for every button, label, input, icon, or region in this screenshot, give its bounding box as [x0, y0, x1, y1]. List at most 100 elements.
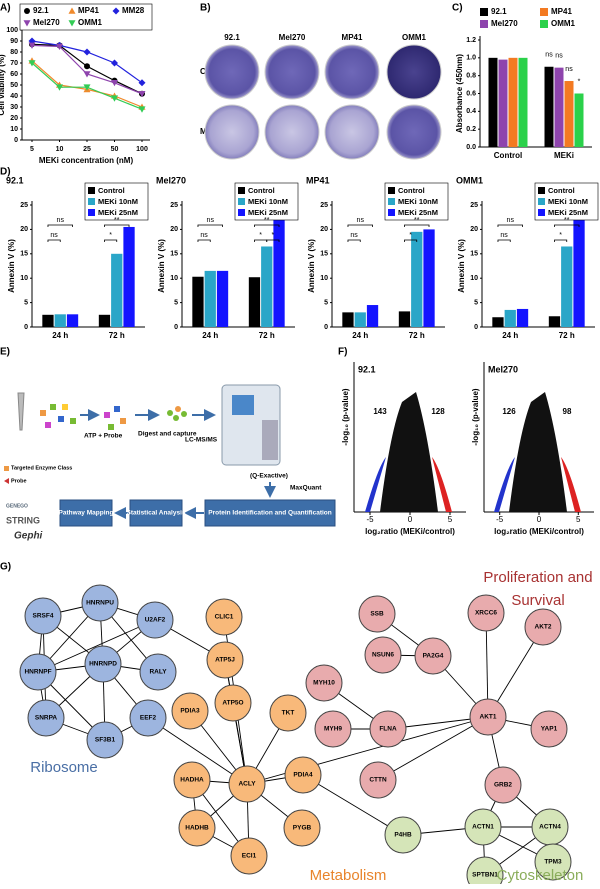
y-tick-label: 25: [320, 202, 328, 209]
legend-label: MP41: [78, 6, 99, 15]
workflow-art: [4, 384, 336, 527]
y-tick-label: 70: [10, 60, 18, 67]
node-label: ATP5O: [222, 700, 243, 707]
bar: [516, 308, 529, 327]
node-label: CLIC1: [215, 614, 234, 621]
legend-label: MEKi 10nM: [548, 197, 588, 206]
x-tick-label: 5: [576, 515, 581, 524]
legend-swatch: [540, 20, 548, 28]
column-label: OMM1: [402, 33, 427, 42]
bar: [261, 246, 273, 327]
node-label: SF3B1: [95, 737, 116, 744]
legend-box: [384, 182, 449, 221]
legend-label: MEKi 25nM: [248, 208, 288, 217]
count-label: 98: [563, 407, 572, 416]
legend-label: MEKi 25nM: [98, 208, 138, 217]
significance-label: ns: [357, 217, 365, 224]
significance-bracket: [104, 239, 118, 242]
count-label: 128: [431, 407, 445, 416]
y-tick-label: 20: [320, 226, 328, 233]
panel-letter: D): [0, 167, 11, 178]
x-tick-label: 72 h: [109, 331, 125, 340]
significance-label: ns: [200, 232, 208, 239]
significance-bracket: [266, 239, 280, 242]
significance-label: *: [109, 232, 112, 239]
node-label: ATP5J: [215, 657, 235, 664]
step-label: MaxQuant: [290, 485, 322, 492]
logo: Gephi: [14, 531, 43, 542]
significance-label: ns: [545, 52, 553, 59]
node-label: PDIA4: [293, 772, 313, 779]
node-label: P4HB: [394, 832, 412, 839]
bar: [204, 270, 216, 327]
significance-bracket: [47, 224, 73, 227]
network-node: [84, 645, 122, 683]
significance-label: ns: [507, 217, 515, 224]
significance-label: ns: [555, 52, 563, 59]
significance-label: ns: [350, 232, 358, 239]
y-tick-label: 0: [24, 324, 28, 331]
legend-box: [534, 182, 599, 221]
y-axis-label: Annexin V (%): [7, 239, 16, 293]
x-tick-label: 24 h: [202, 331, 218, 340]
plate: [264, 44, 320, 100]
node-label: SPTBN1: [472, 872, 498, 879]
step-label: LC-MS/MS: [185, 437, 218, 444]
network-node: [230, 837, 268, 875]
significance-label: ns: [565, 66, 573, 73]
y-tick-label: 20: [470, 226, 478, 233]
point-cloud-up: [561, 457, 581, 512]
node-label: TKT: [282, 710, 295, 717]
x-axis-label: log₂ratio (MEKi/control): [494, 527, 584, 536]
y-tick-label: 10: [20, 275, 28, 282]
box-label: Protein Identification and Quantificatio…: [208, 510, 332, 517]
legend-swatch: [538, 209, 545, 216]
network-node: [364, 636, 402, 674]
legend-label: 92.1: [33, 6, 49, 15]
network-node: [464, 808, 502, 846]
x-tick-label: 24 h: [52, 331, 68, 340]
legend-box: [19, 3, 153, 31]
node-label: AKT1: [480, 714, 497, 721]
legend-label: Control: [248, 186, 275, 195]
y-tick-label: 0: [14, 137, 18, 144]
bar: [573, 219, 585, 327]
y-tick-label: 0.8: [466, 73, 476, 80]
significance-label: **: [414, 217, 420, 224]
y-tick-label: 25: [470, 202, 478, 209]
marker: [28, 60, 36, 67]
x-tick-label: 0: [537, 515, 542, 524]
group-label: Ribosome: [30, 759, 98, 776]
y-axis-label: Absorbance (450nm): [455, 54, 464, 133]
step-label: ATP + Probe: [84, 433, 123, 440]
y-tick-label: 25: [20, 202, 28, 209]
marker: [84, 63, 90, 70]
group-label: Survival: [511, 592, 564, 609]
legend-label: Control: [548, 186, 575, 195]
y-tick-label: 5: [174, 299, 178, 306]
marker: [56, 43, 63, 50]
y-tick-label: 0.2: [466, 126, 476, 133]
x-axis-label: MEKi concentration (nM): [39, 156, 134, 165]
significance-label: **: [564, 217, 570, 224]
node-label: PA2G4: [423, 653, 444, 660]
legend-label: OMM1: [78, 18, 103, 27]
x-tick-label: Control: [494, 151, 522, 160]
panel-letter: C): [452, 3, 463, 14]
x-tick-label: 72 h: [409, 331, 425, 340]
network-node: [534, 843, 572, 881]
node-label: ACTN1: [472, 824, 494, 831]
legend-swatch: [480, 20, 488, 28]
significance-label: **: [264, 217, 270, 224]
marker: [138, 106, 146, 113]
node-label: ECI1: [242, 853, 257, 860]
significance-label: *: [559, 232, 562, 239]
bar: [564, 81, 574, 147]
legend-label: 92.1: [491, 7, 507, 16]
node-label: GRB2: [494, 782, 512, 789]
y-tick-label: 0.4: [466, 108, 476, 115]
marker: [23, 20, 31, 27]
panel-letter: F): [338, 347, 347, 358]
significance-bracket: [404, 224, 430, 227]
